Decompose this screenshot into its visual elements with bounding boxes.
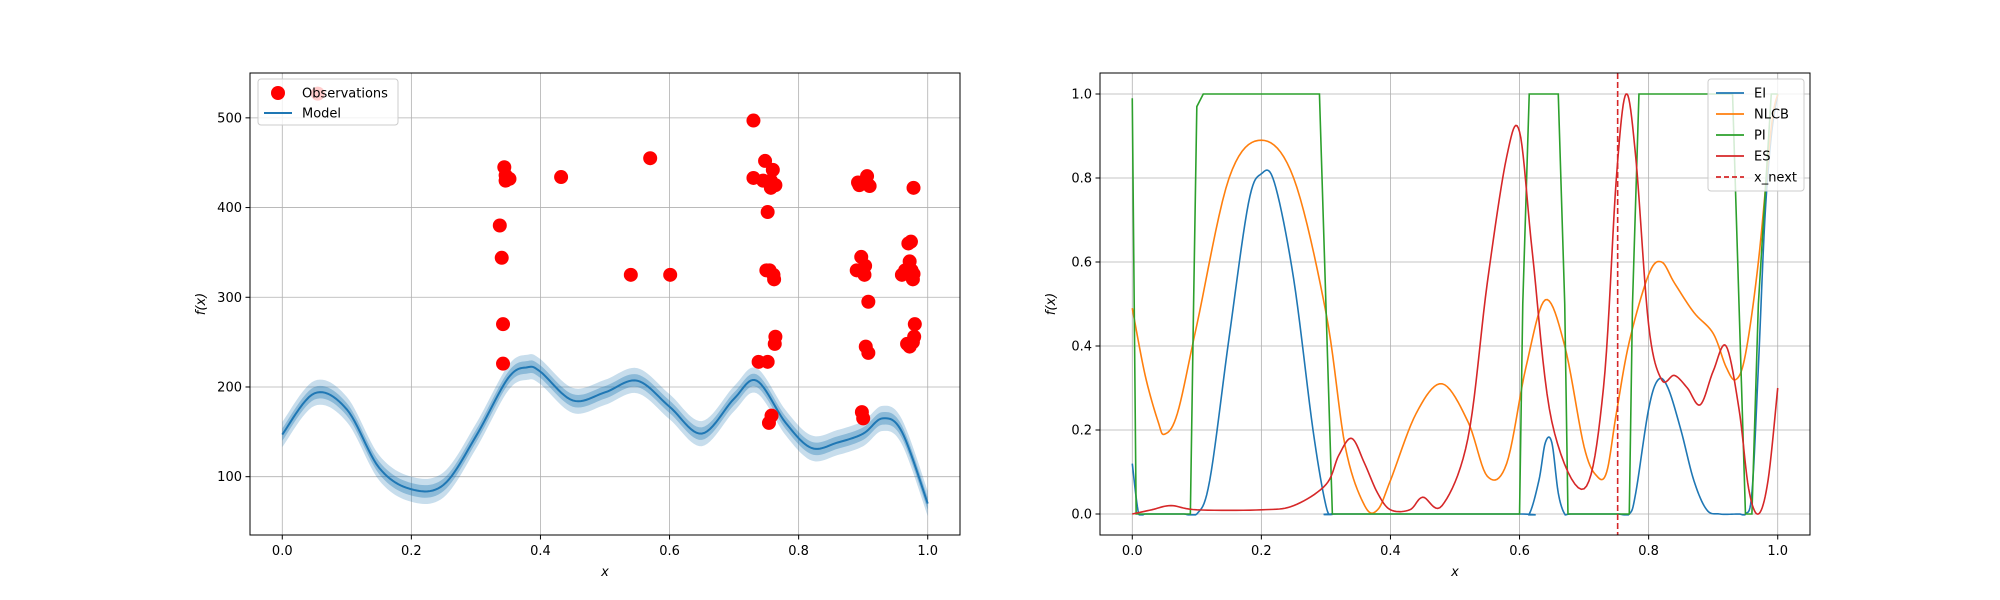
y-tick-label: 200: [217, 380, 242, 395]
x-tick-label: 0.0: [272, 544, 293, 559]
model-line: [281, 365, 929, 504]
series-line-pi: [1131, 93, 1778, 515]
ticks: 0.0 0.2 0.4 0.6 0.8 1.0 100 200 300 400 500: [217, 111, 938, 559]
observation-point: [906, 266, 921, 281]
observation-point: [768, 329, 783, 344]
plot-area: [1131, 73, 1779, 535]
model-band-inner: [282, 360, 928, 510]
plot-area: [281, 86, 929, 517]
x-tick-label: 1.0: [917, 544, 938, 559]
observation-point: [861, 294, 876, 309]
observation-point: [492, 218, 507, 233]
x-tick-label: 0.6: [1509, 544, 1530, 559]
x-tick-label: 0.4: [530, 544, 551, 559]
observations: [310, 86, 922, 430]
observation-point: [858, 258, 873, 273]
legend-box: [1707, 78, 1805, 192]
observation-point: [502, 171, 517, 186]
series-line-es: [1132, 93, 1779, 515]
legend-label: ES: [1754, 150, 1770, 165]
observation-point: [494, 250, 509, 265]
model-band-outer: [282, 354, 928, 517]
x-axis-label: x: [600, 565, 609, 580]
legend-label: PI: [1754, 129, 1766, 144]
plot-frame: [1099, 72, 1811, 536]
y-tick-label: 100: [217, 470, 242, 485]
legend: Observations Model: [257, 78, 399, 126]
y-tick-label: 0.4: [1071, 340, 1092, 355]
observation-point: [856, 411, 871, 426]
observation-point: [768, 178, 783, 193]
legend-label: Model: [302, 107, 341, 122]
observation-point: [496, 356, 511, 371]
grid: [250, 73, 960, 535]
observation-point: [760, 354, 775, 369]
observation-point: [496, 317, 511, 332]
observation-point: [643, 151, 658, 166]
y-tick-label: 0.2: [1071, 424, 1092, 439]
observation-point: [554, 170, 569, 185]
y-tick-label: 0.0: [1071, 508, 1092, 523]
y-tick-label: 500: [217, 111, 242, 126]
legend-label: x_next: [1754, 171, 1797, 186]
legend-marker-observations: [271, 86, 285, 100]
observation-point: [746, 113, 761, 128]
observation-point: [765, 162, 780, 177]
y-tick-label: 1.0: [1071, 88, 1092, 103]
observation-point: [906, 180, 921, 195]
observation-point: [623, 267, 638, 282]
y-tick-label: 0.8: [1071, 172, 1092, 187]
observation-point: [903, 234, 918, 249]
observation-point: [862, 179, 877, 194]
x-tick-label: 0.6: [659, 544, 680, 559]
grid: [1100, 73, 1810, 535]
legend-label: EI: [1754, 87, 1766, 102]
observation-point: [907, 329, 922, 344]
left-panel-observations-and-model: 0.0 0.2 0.4 0.6 0.8 1.0 100 200 300 400 500 x f(x) Ob…: [194, 72, 961, 580]
y-axis-label: f(x): [1044, 293, 1059, 315]
x-tick-label: 0.0: [1122, 544, 1143, 559]
legend: EI NLCB PI ES x_next: [1707, 78, 1805, 192]
x-tick-label: 0.4: [1380, 544, 1401, 559]
series-line-nlcb: [1131, 93, 1779, 515]
observation-point: [760, 205, 775, 220]
x-axis-label: x: [1450, 565, 1459, 580]
x-tick-label: 0.2: [401, 544, 422, 559]
legend-box: [257, 78, 399, 126]
legend-label: NLCB: [1754, 108, 1789, 123]
observation-point: [907, 317, 922, 332]
y-tick-label: 300: [217, 291, 242, 306]
x-tick-label: 0.2: [1251, 544, 1272, 559]
plot-frame: [249, 72, 961, 536]
right-panel-acquisition-functions: 0.0 0.2 0.4 0.6 0.8 1.0 0.0 0.2 0.4 0.6 0.8 1.0 x f(x…: [1044, 72, 1811, 580]
y-axis-label: f(x): [194, 293, 209, 315]
x-tick-label: 1.0: [1767, 544, 1788, 559]
legend-label: Observations: [302, 87, 388, 102]
series-line-ei: [1131, 93, 1779, 516]
y-tick-label: 400: [217, 201, 242, 216]
observation-point: [861, 345, 876, 360]
observation-point: [764, 408, 779, 423]
y-tick-label: 0.6: [1071, 256, 1092, 271]
x-tick-label: 0.8: [1638, 544, 1659, 559]
observation-point: [767, 272, 782, 287]
ticks: 0.0 0.2 0.4 0.6 0.8 1.0 0.0 0.2 0.4 0.6 0.8 1.0: [1071, 88, 1788, 560]
observation-point: [663, 267, 678, 282]
x-tick-label: 0.8: [788, 544, 809, 559]
